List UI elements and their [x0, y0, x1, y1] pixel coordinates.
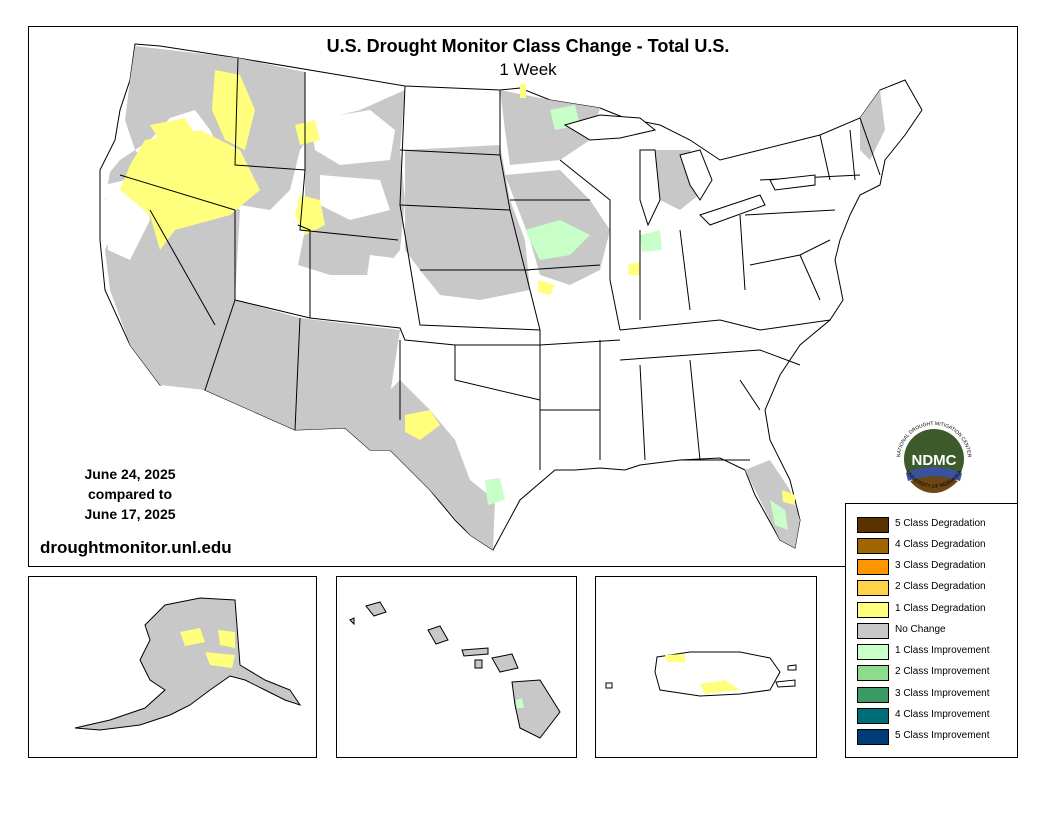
degradation-texas [405, 410, 440, 440]
legend-label: 5 Class Improvement [895, 730, 990, 741]
alaska-degradation-east [218, 630, 235, 648]
improvement-indiana [640, 230, 662, 252]
lake-superior [563, 114, 657, 141]
lake-huron [679, 149, 713, 201]
legend-swatch [857, 623, 889, 639]
lake-michigan [639, 149, 661, 227]
degradation-montana [295, 120, 320, 145]
degradation-washington [150, 118, 195, 150]
map-title: U.S. Drought Monitor Class Change - Tota… [326, 36, 730, 56]
legend-swatch [857, 580, 889, 596]
degradation-illinois [628, 262, 640, 275]
pr-degradation-south [700, 680, 740, 694]
map-subtitle: 1 Week [499, 60, 557, 79]
culebra [787, 664, 797, 671]
legend-swatch [857, 602, 889, 618]
niihau [349, 617, 355, 626]
white-montana [310, 110, 395, 165]
mona-island [605, 682, 613, 689]
previous-date: June 17, 2025 [84, 506, 176, 522]
pr-degradation-north [665, 654, 685, 662]
oahu [427, 625, 449, 645]
lanai [474, 659, 483, 669]
legend-label: 4 Class Degradation [895, 539, 986, 550]
degradation-idaho [212, 70, 255, 150]
no-change-plains [405, 145, 530, 300]
ndmc-logo: NDMC NATIONAL DROUGHT MITIGATION CENTER … [891, 416, 977, 502]
degradation-minnesota [520, 84, 526, 98]
lake-ontario [769, 174, 816, 191]
hawaii-map [349, 601, 561, 739]
logo-earth-band [910, 477, 958, 493]
legend-label: 3 Class Improvement [895, 688, 990, 699]
website-link[interactable]: droughtmonitor.unl.edu [40, 538, 232, 557]
puerto-rico-island [654, 651, 781, 697]
legend-label: 4 Class Improvement [895, 709, 990, 720]
legend-label: No Change [895, 624, 946, 635]
legend-swatch [857, 559, 889, 575]
degradation-oregon [120, 130, 260, 250]
molokai [461, 647, 489, 657]
conus-map [99, 43, 923, 551]
kauai [365, 601, 387, 617]
no-change-texas [345, 380, 495, 550]
legend-label: 5 Class Degradation [895, 518, 986, 529]
legend-swatch [857, 517, 889, 533]
white-dakota [410, 90, 475, 140]
alaska-map [74, 597, 302, 731]
vieques [775, 679, 796, 688]
improvement-iowa [525, 220, 590, 260]
alaska-degradation-north [180, 628, 205, 646]
white-colorado [365, 255, 415, 315]
legend-swatch [857, 538, 889, 554]
compared-to-label: compared to [87, 486, 172, 502]
alaska-outline [74, 597, 302, 731]
legend-swatch [857, 687, 889, 703]
improvement-florida [770, 500, 788, 530]
legend-swatch [857, 665, 889, 681]
no-change-northeast [860, 90, 885, 160]
legend-label: 1 Class Improvement [895, 645, 990, 656]
big-island-improvement [516, 698, 524, 708]
legend-swatch [857, 729, 889, 745]
lake-erie [699, 194, 766, 226]
legend-swatch [857, 708, 889, 724]
legend-label: 2 Class Degradation [895, 581, 986, 592]
legend-label: 1 Class Degradation [895, 603, 986, 614]
degradation-missouri [538, 280, 555, 295]
state-borders [119, 57, 881, 470]
current-date: June 24, 2025 [84, 466, 176, 482]
puerto-rico-map [605, 651, 797, 697]
logo-acronym: NDMC [912, 452, 957, 469]
big-island [511, 679, 561, 739]
legend-label: 2 Class Improvement [895, 666, 990, 677]
legend-swatch [857, 644, 889, 660]
maui [491, 653, 519, 673]
alaska-degradation-south [205, 652, 235, 668]
improvement-texas [485, 478, 505, 505]
legend-label: 3 Class Degradation [895, 560, 986, 571]
degradation-florida [782, 490, 795, 505]
white-wyoming [320, 175, 390, 220]
logo-water-band [906, 467, 962, 481]
